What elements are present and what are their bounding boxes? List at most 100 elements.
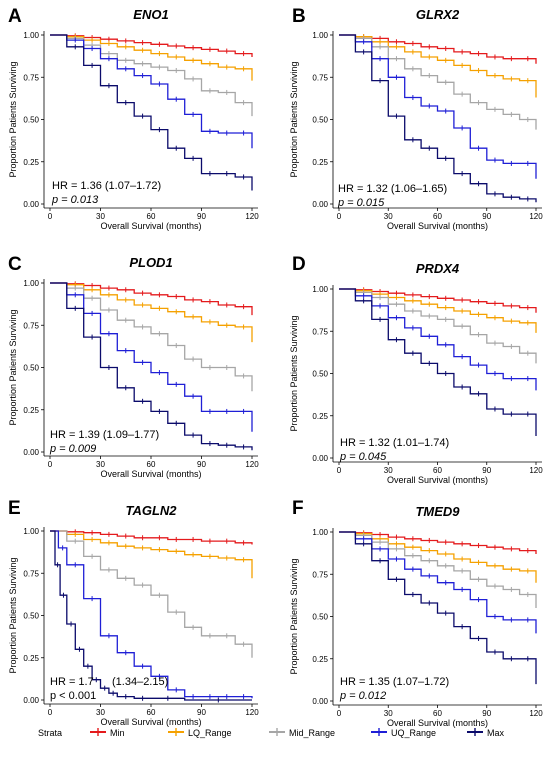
legend-label: Min <box>110 728 125 738</box>
x-tick-label: 0 <box>337 466 342 475</box>
y-tick-label: 0.25 <box>312 655 328 664</box>
series-line-max <box>339 531 537 685</box>
x-tick-label: 0 <box>337 212 342 221</box>
y-tick-label: 0.75 <box>23 321 39 330</box>
y-axis-label: Proportion Patients Surviving <box>289 315 299 431</box>
x-tick-label: 90 <box>197 708 206 717</box>
x-tick-label: 0 <box>48 460 53 469</box>
panel-letter: F <box>292 498 304 519</box>
gene-title: TMED9 <box>415 504 460 519</box>
series-line-uq-range <box>50 530 253 699</box>
panel-letter: A <box>8 6 22 27</box>
panel-a: A ENO1 0.00 0.25 0.50 0.75 1.00 0 30 60 90 120 Overa… <box>8 6 259 231</box>
y-axis-label: Proportion Patients Surviving <box>8 61 18 177</box>
gene-title: TAGLN2 <box>125 503 177 518</box>
y-tick-label: 0.50 <box>312 370 328 379</box>
y-axis-label: Proportion Patients Surviving <box>289 558 299 674</box>
legend-title: Strata <box>38 728 62 738</box>
x-axis-label: Overall Survival (months) <box>387 718 488 728</box>
p-value-text: p < 0.001 <box>50 690 96 702</box>
x-tick-label: 90 <box>482 466 491 475</box>
x-tick-label: 90 <box>482 709 491 718</box>
y-tick-label: 0.25 <box>23 158 39 167</box>
legend-label: LQ_Range <box>188 728 232 738</box>
y-tick-label: 0.00 <box>312 454 328 463</box>
y-tick-label: 0.75 <box>312 570 328 579</box>
x-tick-label: 60 <box>433 709 442 718</box>
y-axis-label: Proportion Patients Surviving <box>289 61 299 177</box>
panel-letter: D <box>292 254 306 275</box>
hr-text: HR = 1.32 (1.06–1.65) <box>338 183 447 195</box>
x-tick-label: 30 <box>384 212 393 221</box>
series-line-lq-range <box>50 34 253 81</box>
p-value-text: p = 0.012 <box>339 690 386 702</box>
gene-title: GLRX2 <box>416 7 460 22</box>
y-tick-label: 0.75 <box>312 73 328 82</box>
hr-text: HR = 1.32 (1.01–1.74) <box>340 437 449 449</box>
panel-letter: B <box>292 6 306 27</box>
y-tick-label: 0.25 <box>312 412 328 421</box>
x-tick-label: 60 <box>433 212 442 221</box>
series-line-max <box>50 282 253 451</box>
hr-text: HR = 1.36 (1.07–1.72) <box>52 180 161 192</box>
x-tick-label: 30 <box>384 709 393 718</box>
y-tick-label: 0.25 <box>23 654 39 663</box>
x-tick-label: 120 <box>529 709 543 718</box>
legend-label: Mid_Range <box>289 728 335 738</box>
legend: Strata Min LQ_Range Mid_Range UQ_Range Max <box>38 728 505 738</box>
y-tick-label: 1.00 <box>23 279 39 288</box>
x-tick-label: 120 <box>529 466 543 475</box>
legend-label: Max <box>487 728 505 738</box>
panel-letter: C <box>8 254 22 275</box>
series-line-lq-range <box>339 34 537 98</box>
p-value-text: p = 0.013 <box>51 194 99 206</box>
panel-c: C PLOD1 0.00 0.25 0.50 0.75 1.00 0 30 60 90 120 Over… <box>8 254 259 479</box>
y-tick-label: 0.00 <box>23 696 39 705</box>
y-tick-label: 0.50 <box>23 116 39 125</box>
panel-d: D PRDX4 0.00 0.25 0.50 0.75 1.00 0 30 60 90 120 Over… <box>289 254 543 485</box>
series-line-uq-range <box>339 531 537 634</box>
hr-text: HR = 1.7 <box>50 676 94 688</box>
series-line-mid-range <box>50 530 253 658</box>
x-tick-label: 0 <box>337 709 342 718</box>
x-axis-label: Overall Survival (months) <box>100 717 201 727</box>
hr-text: HR = 1.39 (1.09–1.77) <box>50 429 159 441</box>
series-line-max <box>339 288 537 436</box>
x-tick-label: 60 <box>147 460 156 469</box>
series-line-uq-range <box>50 282 253 432</box>
y-tick-label: 0.25 <box>23 406 39 415</box>
y-tick-label: 1.00 <box>312 285 328 294</box>
y-tick-label: 0.75 <box>23 73 39 82</box>
x-tick-label: 30 <box>96 708 105 717</box>
panel-letter: E <box>8 498 21 519</box>
y-tick-label: 0.00 <box>312 697 328 706</box>
x-axis-label: Overall Survival (months) <box>387 475 488 485</box>
series-line-mid-range <box>50 282 253 392</box>
x-tick-label: 90 <box>197 460 206 469</box>
x-tick-label: 90 <box>197 212 206 221</box>
x-tick-label: 0 <box>48 708 53 717</box>
x-tick-label: 90 <box>482 212 491 221</box>
gene-title: PRDX4 <box>416 261 460 276</box>
y-tick-label: 0.50 <box>312 613 328 622</box>
x-tick-label: 30 <box>96 212 105 221</box>
x-tick-label: 30 <box>96 460 105 469</box>
y-tick-label: 1.00 <box>23 527 39 536</box>
y-tick-label: 0.75 <box>23 569 39 578</box>
x-tick-label: 120 <box>529 212 543 221</box>
x-axis-label: Overall Survival (months) <box>387 221 488 231</box>
y-tick-label: 0.75 <box>312 327 328 336</box>
p-value-text: p = 0.045 <box>339 451 387 463</box>
gene-title: ENO1 <box>133 7 168 22</box>
series-line-max <box>50 530 252 701</box>
x-tick-label: 120 <box>245 708 259 717</box>
series-line-min <box>50 530 253 545</box>
x-axis-label: Overall Survival (months) <box>100 221 201 231</box>
x-tick-label: 30 <box>384 466 393 475</box>
x-tick-label: 60 <box>147 708 156 717</box>
y-tick-label: 0.50 <box>23 612 39 621</box>
y-tick-label: 0.50 <box>312 116 328 125</box>
x-tick-label: 60 <box>147 212 156 221</box>
